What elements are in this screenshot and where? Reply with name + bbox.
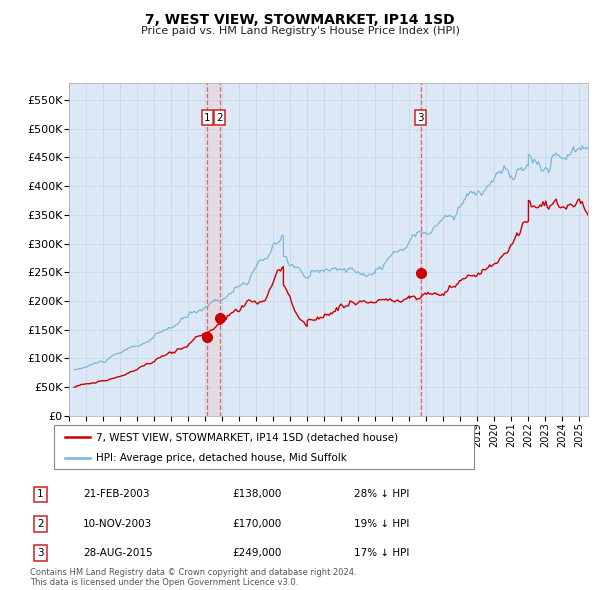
Text: 7, WEST VIEW, STOWMARKET, IP14 1SD: 7, WEST VIEW, STOWMARKET, IP14 1SD (145, 13, 455, 27)
Text: 21-FEB-2003: 21-FEB-2003 (83, 490, 149, 499)
Bar (420, 83, 421, 416)
FancyBboxPatch shape (54, 425, 474, 469)
Text: £138,000: £138,000 (232, 490, 281, 499)
Text: 3: 3 (37, 548, 44, 558)
Text: 2: 2 (37, 519, 44, 529)
Text: 17% ↓ HPI: 17% ↓ HPI (353, 548, 409, 558)
Text: Price paid vs. HM Land Registry's House Price Index (HPI): Price paid vs. HM Land Registry's House … (140, 26, 460, 36)
Text: Contains HM Land Registry data © Crown copyright and database right 2024.
This d: Contains HM Land Registry data © Crown c… (30, 568, 356, 587)
Text: 1: 1 (37, 490, 44, 499)
Text: 28% ↓ HPI: 28% ↓ HPI (353, 490, 409, 499)
Text: 19% ↓ HPI: 19% ↓ HPI (353, 519, 409, 529)
Text: HPI: Average price, detached house, Mid Suffolk: HPI: Average price, detached house, Mid … (96, 453, 347, 463)
Text: 2: 2 (217, 113, 223, 123)
Text: 3: 3 (417, 113, 424, 123)
Text: £170,000: £170,000 (232, 519, 281, 529)
Text: £249,000: £249,000 (232, 548, 281, 558)
Text: 28-AUG-2015: 28-AUG-2015 (83, 548, 152, 558)
Text: 1: 1 (204, 113, 211, 123)
Text: 10-NOV-2003: 10-NOV-2003 (83, 519, 152, 529)
Text: 7, WEST VIEW, STOWMARKET, IP14 1SD (detached house): 7, WEST VIEW, STOWMARKET, IP14 1SD (deta… (96, 432, 398, 442)
Bar (208, 83, 220, 416)
